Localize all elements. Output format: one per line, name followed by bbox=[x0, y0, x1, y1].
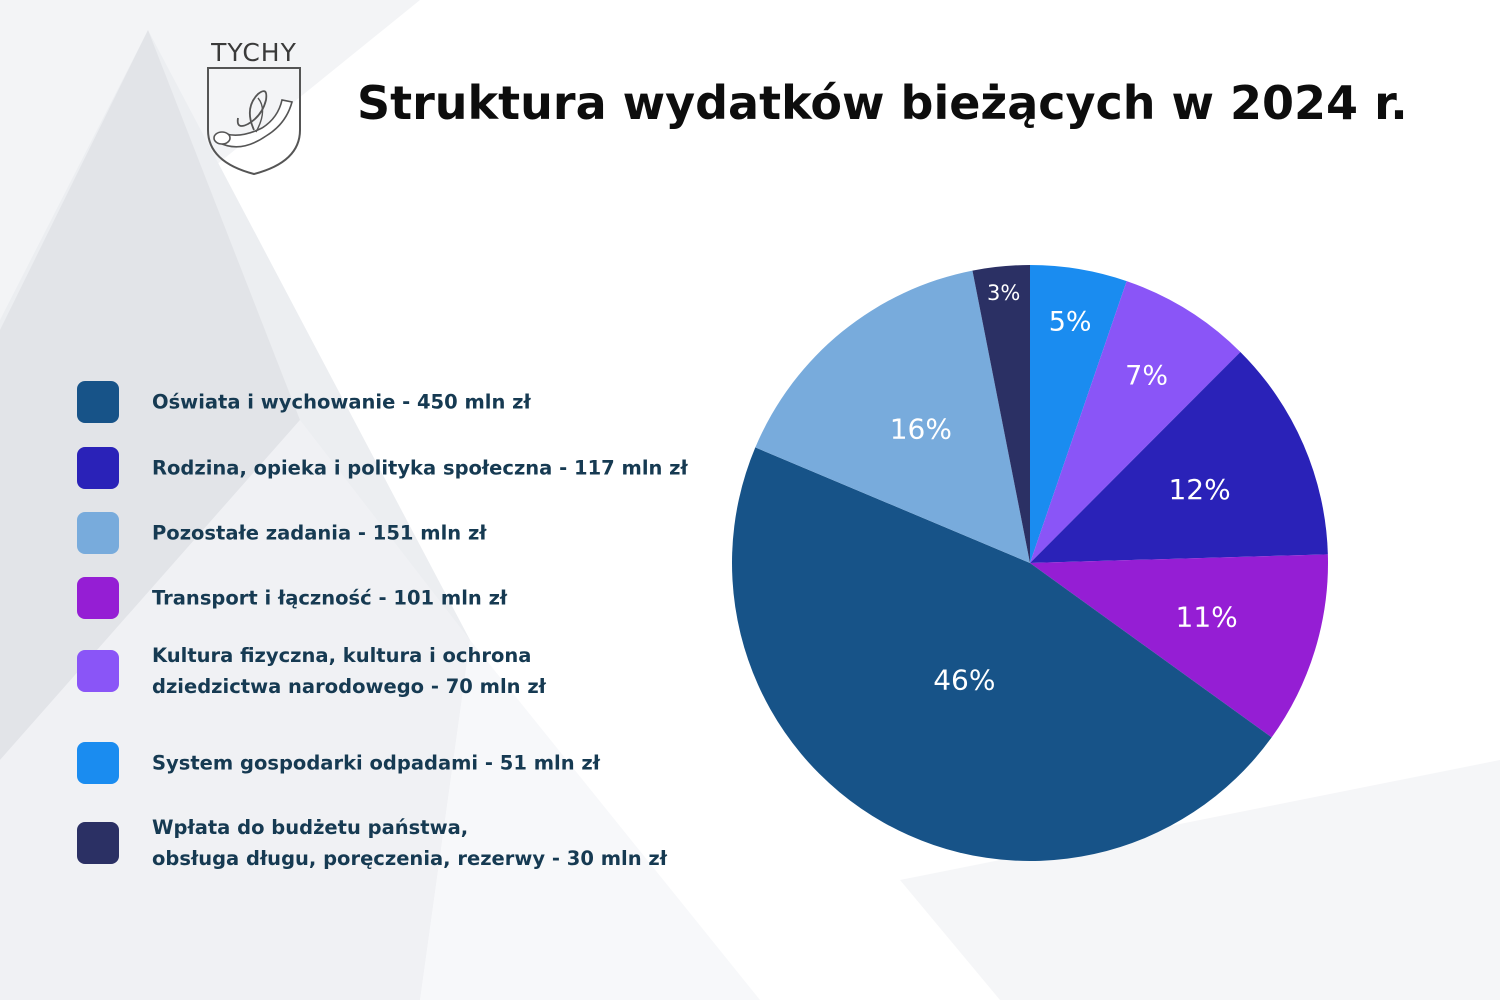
legend-label: System gospodarki odpadami - 51 mln zł bbox=[152, 751, 600, 775]
legend-swatch bbox=[77, 742, 119, 784]
legend-label: Transport i łączność - 101 mln zł bbox=[152, 586, 508, 610]
legend-item: Rodzina, opieka i polityka społeczna - 1… bbox=[77, 438, 717, 498]
legend: Oświata i wychowanie - 450 mln zł Rodzin… bbox=[77, 0, 717, 1000]
legend-label: Wpłata do budżetu państwa, obsługa długu… bbox=[152, 816, 667, 870]
slice-percent-label: 5% bbox=[1049, 306, 1092, 337]
logo-text: TYCHY bbox=[211, 38, 297, 67]
city-crest-logo bbox=[207, 67, 301, 176]
slice-percent-label: 12% bbox=[1168, 473, 1230, 506]
legend-label: Pozostałe zadania - 151 mln zł bbox=[152, 521, 487, 545]
legend-swatch bbox=[77, 577, 119, 619]
legend-item: Transport i łączność - 101 mln zł bbox=[77, 568, 717, 628]
legend-item: Pozostałe zadania - 151 mln zł bbox=[77, 503, 717, 563]
legend-label: Rodzina, opieka i polityka społeczna - 1… bbox=[152, 456, 688, 480]
pie-slice bbox=[755, 270, 1030, 563]
slice-percent-label: 11% bbox=[1176, 601, 1238, 634]
legend-item: System gospodarki odpadami - 51 mln zł bbox=[77, 733, 717, 793]
chart-title: Struktura wydatków bieżących w 2024 r. bbox=[357, 76, 1408, 130]
legend-item: Oświata i wychowanie - 450 mln zł bbox=[77, 372, 717, 432]
slice-percent-label: 16% bbox=[890, 412, 952, 445]
pie-slice bbox=[1030, 281, 1241, 563]
legend-item: Kultura fizyczna, kultura i ochrona dzie… bbox=[77, 641, 717, 701]
legend-label: Kultura fizyczna, kultura i ochrona dzie… bbox=[152, 644, 546, 698]
legend-swatch bbox=[77, 447, 119, 489]
slice-percent-label: 46% bbox=[933, 663, 995, 696]
pie-slice bbox=[1030, 351, 1328, 563]
legend-label: Oświata i wychowanie - 450 mln zł bbox=[152, 390, 531, 414]
pie-slice bbox=[972, 265, 1030, 563]
pie-slice bbox=[1030, 265, 1127, 563]
pie-slice bbox=[1030, 554, 1329, 738]
legend-item: Wpłata do budżetu państwa, obsługa długu… bbox=[77, 813, 717, 873]
slice-percent-label: 7% bbox=[1125, 360, 1168, 391]
pie-slice bbox=[732, 447, 1272, 861]
legend-swatch bbox=[77, 822, 119, 864]
legend-swatch bbox=[77, 650, 119, 692]
slice-percent-label: 3% bbox=[987, 281, 1020, 305]
legend-swatch bbox=[77, 381, 119, 423]
legend-swatch bbox=[77, 512, 119, 554]
